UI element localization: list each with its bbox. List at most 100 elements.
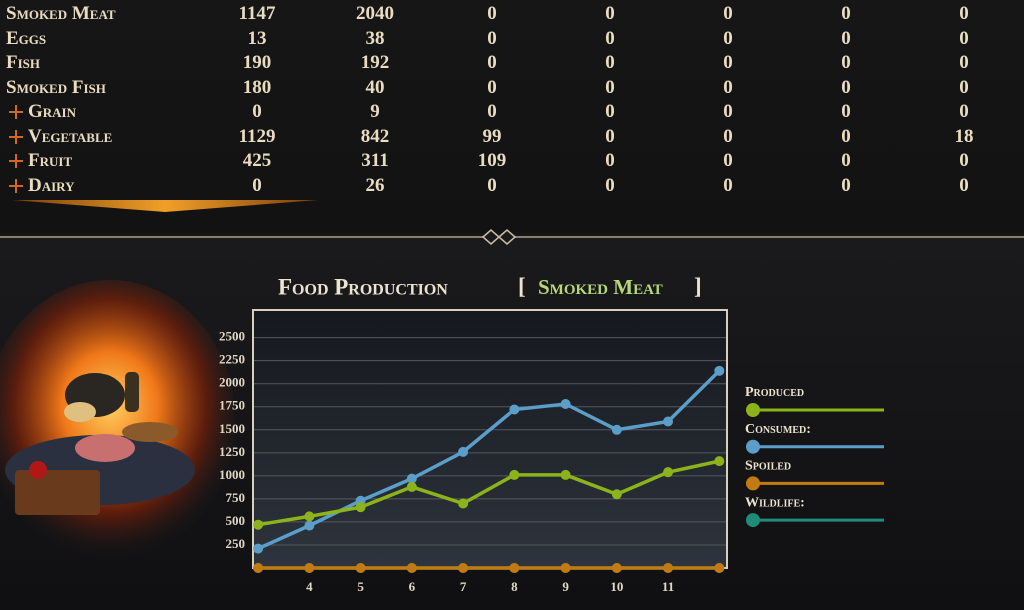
legend-knob: [746, 439, 760, 454]
cell-value: 109: [477, 150, 507, 171]
data-point: [509, 404, 520, 415]
cell-value: 0: [605, 3, 615, 24]
x-tick-label: 9: [562, 579, 569, 594]
legend-label: Consumed:: [745, 422, 811, 437]
data-point: [663, 563, 674, 573]
data-point: [304, 520, 315, 531]
series-line: [257, 459, 720, 527]
cell-value: 0: [605, 125, 615, 147]
data-point: [714, 456, 725, 467]
cell-value: 0: [605, 76, 615, 98]
y-tick-label: 1750: [219, 398, 245, 413]
cell-value: 0: [605, 101, 615, 122]
cell-value: 0: [959, 174, 969, 196]
data-point: [663, 467, 674, 478]
cell-value: 190: [242, 52, 272, 73]
cell-value: 0: [959, 3, 969, 24]
cell-value: 38: [365, 27, 385, 49]
data-point: [509, 563, 520, 573]
cell-value: 0: [723, 3, 733, 24]
expand-icon[interactable]: [9, 154, 23, 168]
x-tick-label: 11: [662, 579, 674, 594]
legend-knob: [746, 513, 760, 528]
y-tick-label: 1000: [219, 467, 245, 482]
y-tick-label: 1500: [219, 421, 245, 436]
cell-value: 0: [487, 52, 497, 73]
data-point: [560, 563, 571, 573]
cell-value: 0: [723, 27, 733, 49]
data-point: [406, 563, 417, 573]
cell-value: 2040: [356, 3, 394, 24]
expand-indicator: [12, 200, 318, 212]
cell-value: 13: [247, 27, 267, 49]
data-point: [458, 498, 469, 509]
data-point: [714, 365, 725, 376]
row-name: Eggs: [6, 27, 47, 49]
cell-value: 0: [841, 52, 851, 73]
x-tick-label: 6: [409, 579, 416, 594]
cell-value: 0: [959, 27, 969, 49]
y-tick-label: 2500: [219, 329, 245, 344]
cell-value: 0: [841, 125, 851, 147]
bracket: [: [518, 273, 526, 298]
cell-value: 99: [482, 125, 502, 147]
data-point: [406, 473, 417, 484]
data-point: [611, 563, 622, 573]
cell-value: 0: [841, 101, 851, 122]
cell-value: 0: [841, 76, 851, 98]
data-point: [355, 502, 366, 513]
cell-value: 0: [252, 101, 262, 122]
y-tick-label: 250: [226, 536, 246, 551]
chart-title: Food Production: [278, 274, 448, 299]
x-tick-label: 8: [511, 579, 518, 594]
cell-value: 0: [723, 101, 733, 122]
expand-icon[interactable]: [9, 178, 23, 193]
data-point: [560, 469, 571, 480]
cell-value: 0: [605, 27, 615, 49]
cell-value: 0: [487, 76, 497, 98]
y-tick-label: 2250: [219, 352, 245, 367]
cell-value: 0: [841, 3, 851, 24]
cell-value: 0: [723, 125, 733, 147]
row-name: Smoked Fish: [6, 76, 106, 98]
legend-knob: [746, 476, 760, 491]
food-illustration: [0, 280, 235, 560]
bracket: ]: [694, 273, 702, 298]
expand-icon[interactable]: [9, 105, 23, 119]
expand-icon[interactable]: [9, 129, 23, 144]
cell-value: 0: [605, 52, 615, 73]
x-tick-label: 7: [460, 579, 467, 594]
cell-value: 842: [360, 125, 390, 147]
cell-value: 0: [723, 150, 733, 171]
y-tick-label: 750: [226, 490, 246, 505]
data-point: [304, 563, 315, 573]
cell-value: 0: [723, 174, 733, 196]
plot-area: [252, 309, 728, 569]
row-name: Smoked Meat: [6, 3, 116, 24]
data-point: [355, 563, 366, 573]
data-point: [458, 446, 469, 457]
cell-value: 0: [252, 174, 262, 196]
cell-value: 1129: [238, 125, 276, 147]
row-name: Vegetable: [28, 125, 113, 147]
cell-value: 0: [959, 76, 969, 98]
cell-value: 0: [487, 174, 497, 196]
cell-value: 0: [723, 76, 733, 98]
cell-value: 0: [841, 150, 851, 171]
row-name: Fruit: [28, 150, 73, 171]
data-point: [304, 511, 315, 522]
x-tick-label: 10: [610, 579, 623, 594]
data-point: [560, 398, 571, 409]
y-tick-label: 1250: [219, 444, 245, 459]
data-point: [458, 563, 469, 573]
data-point: [253, 563, 264, 573]
cell-value: 1147: [238, 3, 276, 24]
cell-value: 40: [365, 76, 385, 98]
cell-value: 9: [370, 101, 380, 122]
cell-value: 0: [959, 52, 969, 73]
x-tick-label: 4: [306, 579, 313, 594]
y-tick-label: 500: [226, 513, 246, 528]
legend-knob: [746, 403, 760, 417]
